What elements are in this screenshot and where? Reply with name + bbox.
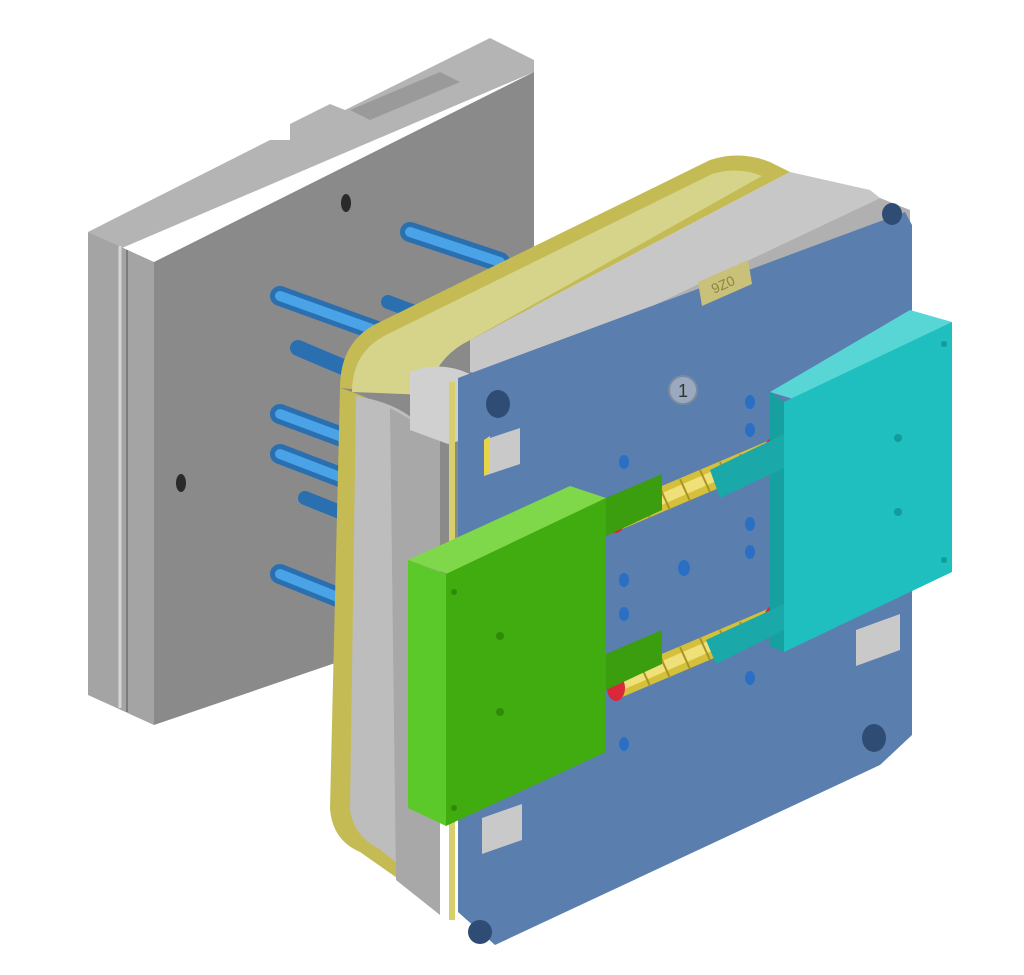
- slider-right: [706, 310, 952, 664]
- screw-hole-icon: [176, 474, 186, 492]
- part-number-text: 1: [678, 381, 688, 401]
- guide-pin-icon: [275, 569, 345, 603]
- slider-left-front: [446, 498, 606, 826]
- wear-pad-icon: [482, 804, 522, 854]
- rear-plate-top-notch: [350, 72, 460, 120]
- frame-top-rim-inner: [352, 170, 762, 395]
- guide-pins: [270, 222, 510, 608]
- slider-right-front: [784, 322, 952, 652]
- screw-hole-icon: [341, 194, 351, 212]
- slider-left-tongue: [606, 474, 662, 536]
- guide-pin-icon: [405, 227, 505, 267]
- slider-left-top: [408, 486, 606, 574]
- guide-pin-icon: [275, 409, 355, 445]
- guide-pin-icon: [275, 449, 353, 485]
- guide-pin-icon: [290, 340, 358, 378]
- frame-steel-top: [470, 172, 880, 378]
- slider-left: [408, 474, 662, 826]
- slider-right-tongue-2: [706, 604, 784, 664]
- corner-relief: [468, 920, 492, 944]
- ejector-holes: [619, 395, 755, 751]
- marking-tag: [698, 260, 752, 306]
- slider-right-tongue: [710, 434, 784, 498]
- part-number-badge: [668, 375, 698, 405]
- guide-pin-icon: [298, 491, 347, 519]
- guide-pin-icon: [275, 291, 385, 337]
- slider-left-tongue-2: [606, 630, 662, 690]
- wear-pad-icon: [856, 614, 900, 666]
- slider-left-side: [408, 560, 446, 826]
- corner-relief: [882, 203, 902, 225]
- corner-relief: [486, 390, 510, 418]
- wear-pad-icon: [484, 428, 520, 476]
- slider-right-top: [770, 310, 952, 404]
- corner-relief: [862, 724, 886, 752]
